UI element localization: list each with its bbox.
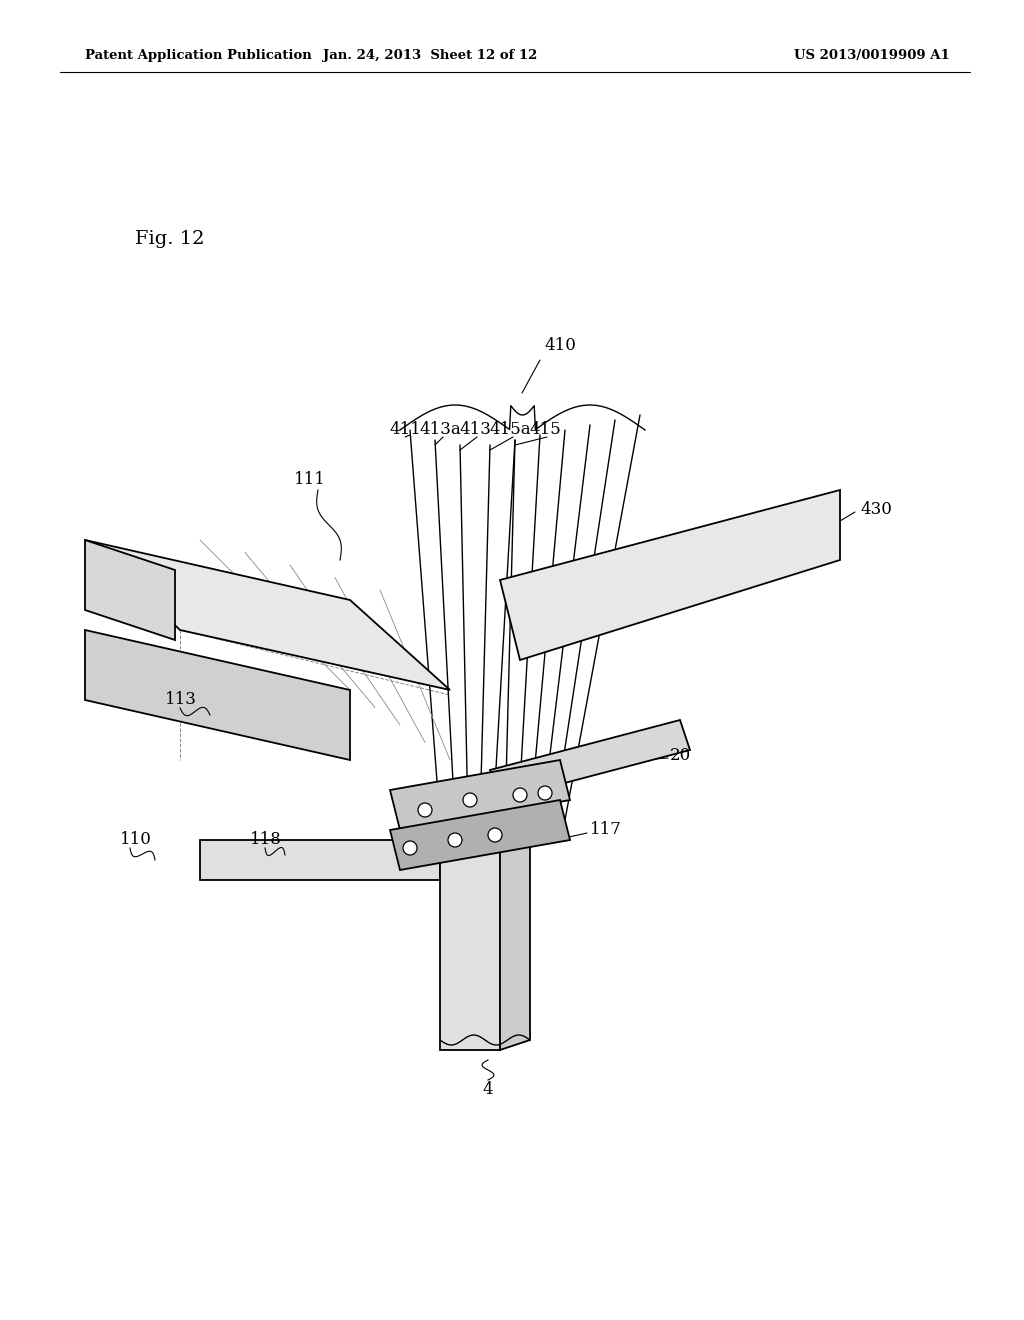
Polygon shape	[85, 540, 175, 640]
Circle shape	[463, 793, 477, 807]
Text: 117: 117	[590, 821, 622, 838]
Polygon shape	[200, 840, 440, 880]
Text: Patent Application Publication: Patent Application Publication	[85, 49, 311, 62]
Text: Fig. 12: Fig. 12	[135, 230, 205, 248]
Circle shape	[403, 841, 417, 855]
Text: 413: 413	[459, 421, 490, 438]
Polygon shape	[85, 630, 350, 760]
Circle shape	[488, 828, 502, 842]
Circle shape	[449, 833, 462, 847]
Text: 411: 411	[389, 421, 421, 438]
Text: 118: 118	[250, 832, 282, 849]
Text: 111: 111	[294, 471, 326, 488]
Circle shape	[538, 785, 552, 800]
Polygon shape	[500, 490, 840, 660]
Polygon shape	[390, 800, 570, 870]
Text: 415a: 415a	[489, 421, 530, 438]
Text: 430: 430	[860, 502, 892, 519]
Text: 415: 415	[529, 421, 561, 438]
Text: 410: 410	[544, 337, 575, 354]
Polygon shape	[490, 719, 690, 800]
Polygon shape	[85, 540, 450, 690]
Text: US 2013/0019909 A1: US 2013/0019909 A1	[795, 49, 950, 62]
Text: 110: 110	[120, 832, 152, 849]
Text: 20: 20	[670, 747, 691, 763]
Circle shape	[418, 803, 432, 817]
Polygon shape	[390, 760, 570, 830]
Text: 413a: 413a	[419, 421, 461, 438]
Text: 113: 113	[165, 692, 197, 709]
Polygon shape	[500, 840, 530, 1049]
Circle shape	[513, 788, 527, 803]
Text: 4: 4	[482, 1081, 494, 1098]
Text: Jan. 24, 2013  Sheet 12 of 12: Jan. 24, 2013 Sheet 12 of 12	[323, 49, 538, 62]
Polygon shape	[440, 850, 500, 1049]
